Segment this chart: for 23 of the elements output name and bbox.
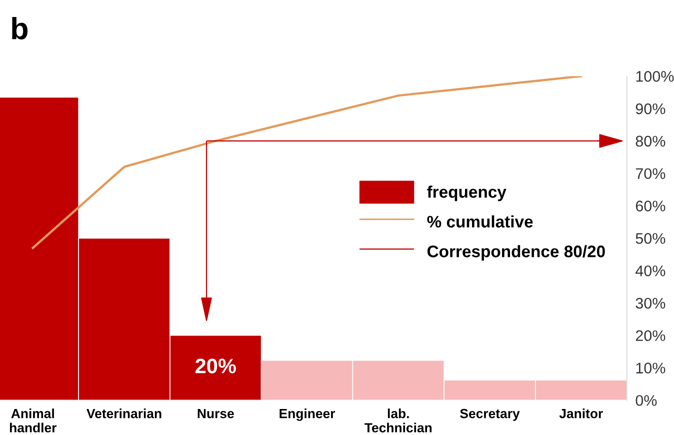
y-tick-label: 0%	[636, 395, 657, 406]
y-tick-label: 90%	[636, 103, 666, 114]
y-tick-label: 40%	[636, 265, 666, 276]
x-tick-label: Veterinarian	[86, 408, 162, 418]
data-label: 20%	[196, 358, 236, 374]
x-tick-label: Janitor	[559, 408, 603, 418]
y-tick-label: 100%	[636, 70, 674, 82]
x-tick-label: Animal handler	[10, 408, 57, 432]
legend-label: % cumulative	[427, 215, 533, 228]
y-tick-label: 80%	[636, 136, 666, 147]
chart-title: b	[12, 17, 28, 40]
y-tick-label: 10%	[636, 362, 666, 374]
y-tick-label: 20%	[636, 330, 666, 342]
y-tick-label: 60%	[636, 200, 666, 212]
y-tick-label: 30%	[636, 298, 666, 309]
y-tick-label: 70%	[636, 168, 666, 180]
x-tick-label: Secretary	[460, 408, 520, 421]
x-tick-label: Nurse	[198, 409, 234, 418]
legend-label: Correspondence 80/20	[427, 245, 605, 261]
x-tick-label: lab. Technician	[364, 408, 432, 432]
legend-label: frequency	[427, 186, 506, 202]
y-tick-label: 50%	[636, 233, 666, 244]
x-tick-label: Engineer	[280, 408, 336, 421]
